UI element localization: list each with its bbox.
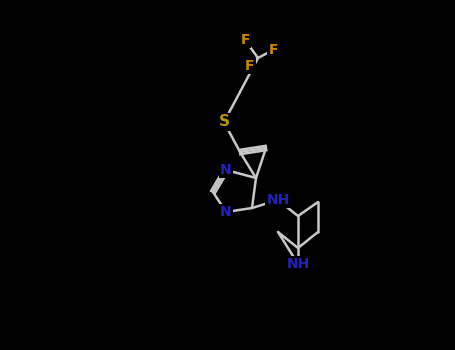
Text: NH: NH: [266, 193, 290, 207]
Text: F: F: [245, 59, 255, 73]
Text: N: N: [220, 163, 232, 177]
Text: NH: NH: [286, 257, 309, 271]
Text: F: F: [268, 43, 278, 57]
Text: N: N: [220, 205, 232, 219]
Text: S: S: [218, 114, 229, 130]
Text: F: F: [240, 33, 250, 47]
